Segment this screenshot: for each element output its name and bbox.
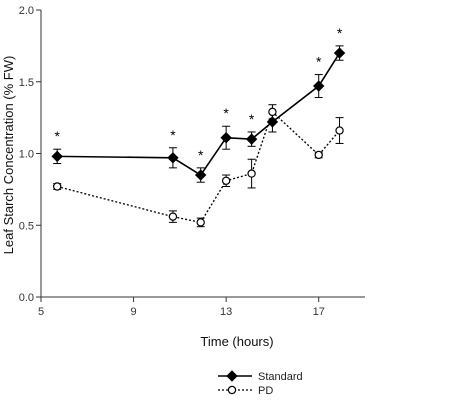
data-point-pd bbox=[221, 176, 231, 185]
y-axis-title: Leaf Starch Concentration (% FW) bbox=[1, 56, 16, 255]
x-axis-title: Time (hours) bbox=[200, 334, 273, 349]
data-point-pd bbox=[196, 218, 205, 227]
y-tick-label: 0.5 bbox=[19, 220, 34, 232]
significance-marker: * bbox=[316, 54, 322, 70]
data-point-pd bbox=[335, 126, 344, 135]
y-tick-label: 1.0 bbox=[19, 149, 34, 161]
data-point-standard bbox=[313, 80, 325, 92]
significance-marker: * bbox=[170, 127, 176, 143]
x-tick-label: 9 bbox=[131, 306, 137, 318]
legend: Standard PD bbox=[218, 370, 303, 397]
series-line-pd bbox=[57, 110, 341, 224]
significance-marker: * bbox=[54, 128, 60, 144]
data-point-pd bbox=[247, 169, 256, 178]
x-tick-label: 17 bbox=[313, 306, 325, 318]
legend-label-standard: Standard bbox=[258, 371, 303, 383]
x-tick-label: 13 bbox=[220, 306, 232, 318]
legend-label-pd: PD bbox=[258, 385, 273, 397]
data-point-standard bbox=[194, 169, 207, 181]
data-point-standard bbox=[220, 132, 232, 144]
x-tick-label: 5 bbox=[38, 306, 44, 318]
data-point-standard bbox=[51, 150, 63, 163]
legend-marker-pd bbox=[227, 385, 237, 395]
legend-marker-standard bbox=[226, 370, 238, 382]
series-line-standard bbox=[57, 52, 341, 177]
y-tick-label: 1.5 bbox=[19, 77, 34, 89]
data-point-pd bbox=[268, 107, 277, 117]
significance-marker: * bbox=[223, 105, 229, 121]
significance-marker: * bbox=[249, 111, 255, 127]
y-tick-label: 2.0 bbox=[19, 5, 34, 17]
plot-area: 0.0 0.5 1.0 1.5 2.0 5 9 13 17 * * * * * * * bbox=[19, 5, 365, 318]
data-point-pd bbox=[168, 212, 178, 221]
data-point-standard bbox=[167, 152, 179, 164]
data-point-pd bbox=[314, 150, 323, 160]
y-tick-label: 0.0 bbox=[19, 292, 34, 304]
data-point-standard bbox=[245, 133, 258, 145]
significance-marker: * bbox=[337, 25, 343, 41]
data-point-standard bbox=[333, 47, 346, 59]
significance-marker: * bbox=[198, 147, 204, 163]
data-point-pd bbox=[53, 182, 62, 191]
